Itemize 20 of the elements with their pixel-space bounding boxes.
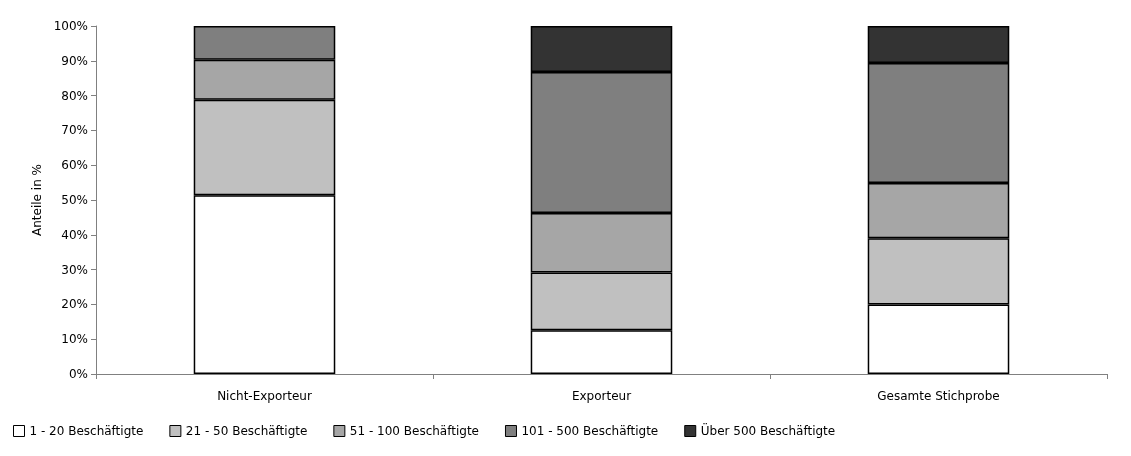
legend-label: 51 - 100 Beschäftigte xyxy=(349,424,479,438)
y-tick-label: 70% xyxy=(61,123,88,138)
x-tick-label: Gesamte Stichprobe xyxy=(877,389,1000,403)
y-axis-title: Anteile in % xyxy=(29,164,44,236)
y-tick-label: 20% xyxy=(61,297,88,312)
legend-label: 101 - 500 Beschäftigte xyxy=(521,424,659,438)
y-tick-label: 80% xyxy=(61,88,88,103)
y-tick-label: 0% xyxy=(68,367,88,381)
y-tick-label: 10% xyxy=(61,332,88,347)
x-tick-label: Exporteur xyxy=(571,389,632,403)
y-tick-label: 60% xyxy=(61,158,88,173)
y-tick-label: 100% xyxy=(53,19,88,33)
legend-label: Über 500 Beschäftigte xyxy=(700,422,836,438)
y-tick-label: 50% xyxy=(61,193,88,207)
y-tick-label: 40% xyxy=(61,227,88,242)
y-tick-label: 90% xyxy=(61,53,88,68)
x-tick-label: Nicht-Exporteur xyxy=(217,389,312,403)
y-tick-label: 30% xyxy=(61,262,88,277)
legend-label: 1 - 20 Beschäftigte xyxy=(29,424,144,438)
legend-label: 21 - 50 Beschäftigte xyxy=(185,424,308,438)
